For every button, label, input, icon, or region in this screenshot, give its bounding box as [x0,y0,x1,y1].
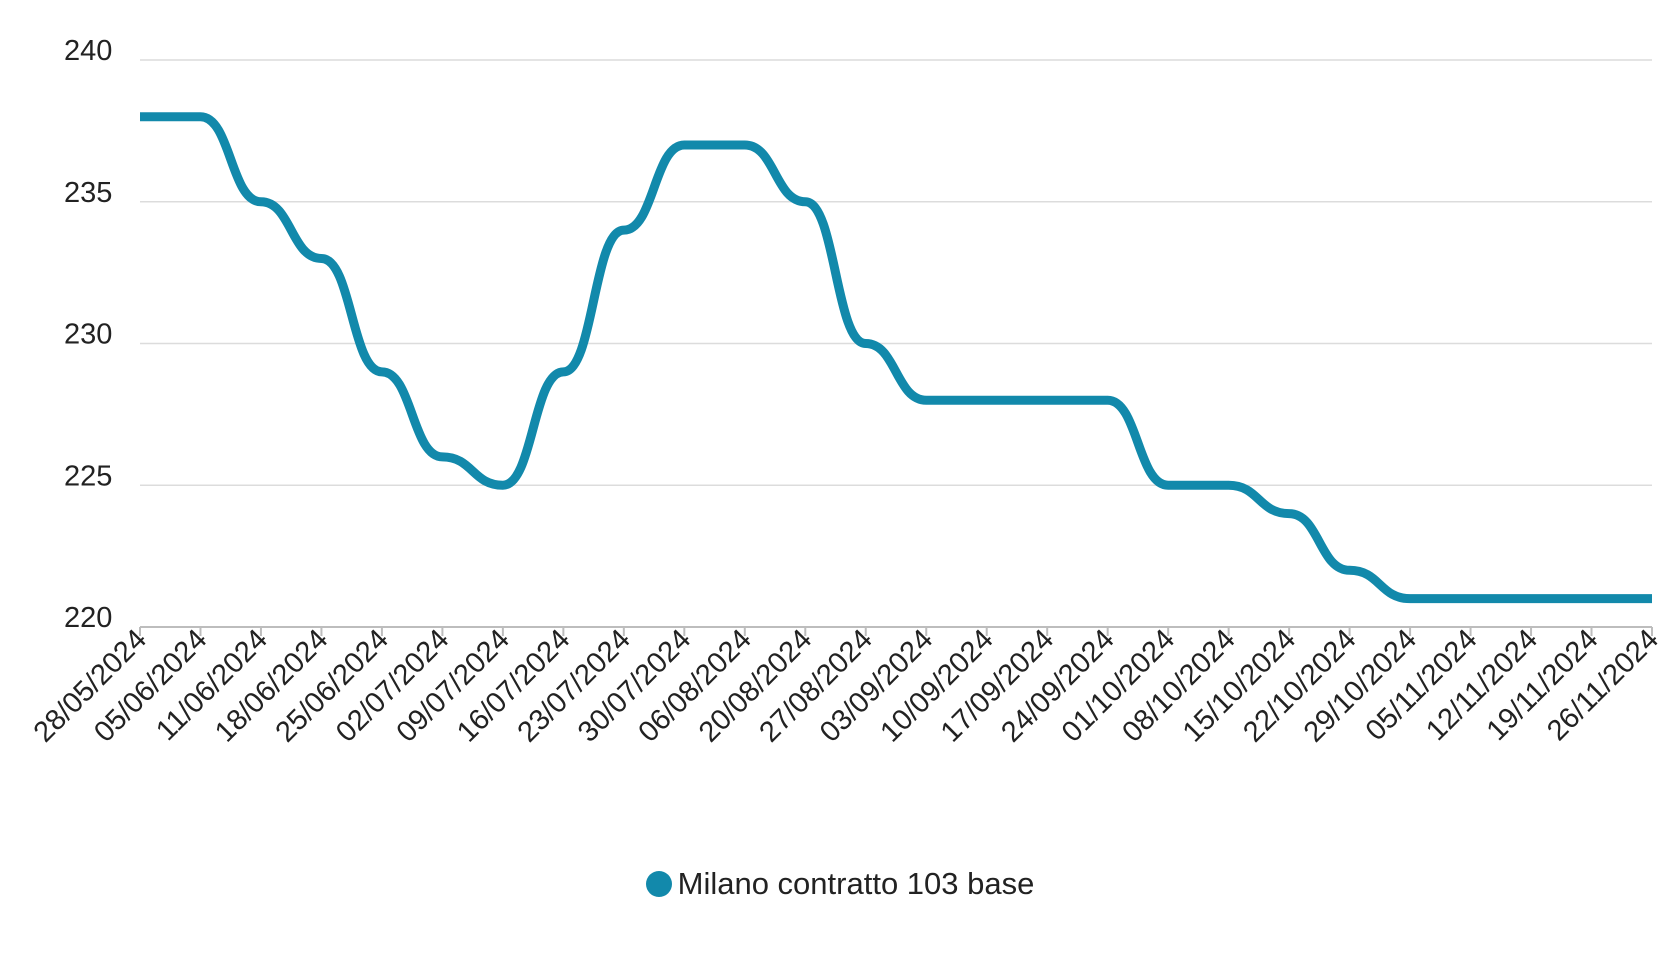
series-layer [140,117,1652,599]
legend: Milano contratto 103 base [0,866,1680,902]
y-tick-label: 220 [64,602,112,634]
x-axis: 28/05/202405/06/202411/06/202418/06/2024… [28,623,1665,748]
gridlines [140,60,1652,627]
y-tick-label: 240 [64,35,112,67]
series-line [140,117,1652,599]
y-tick-label: 235 [64,177,112,209]
y-tick-label: 230 [64,319,112,351]
y-axis-ticks: 220 225 230 235 240 [64,35,112,634]
legend-label: Milano contratto 103 base [678,866,1035,901]
legend-marker [646,871,672,897]
y-tick-label: 225 [64,460,112,492]
